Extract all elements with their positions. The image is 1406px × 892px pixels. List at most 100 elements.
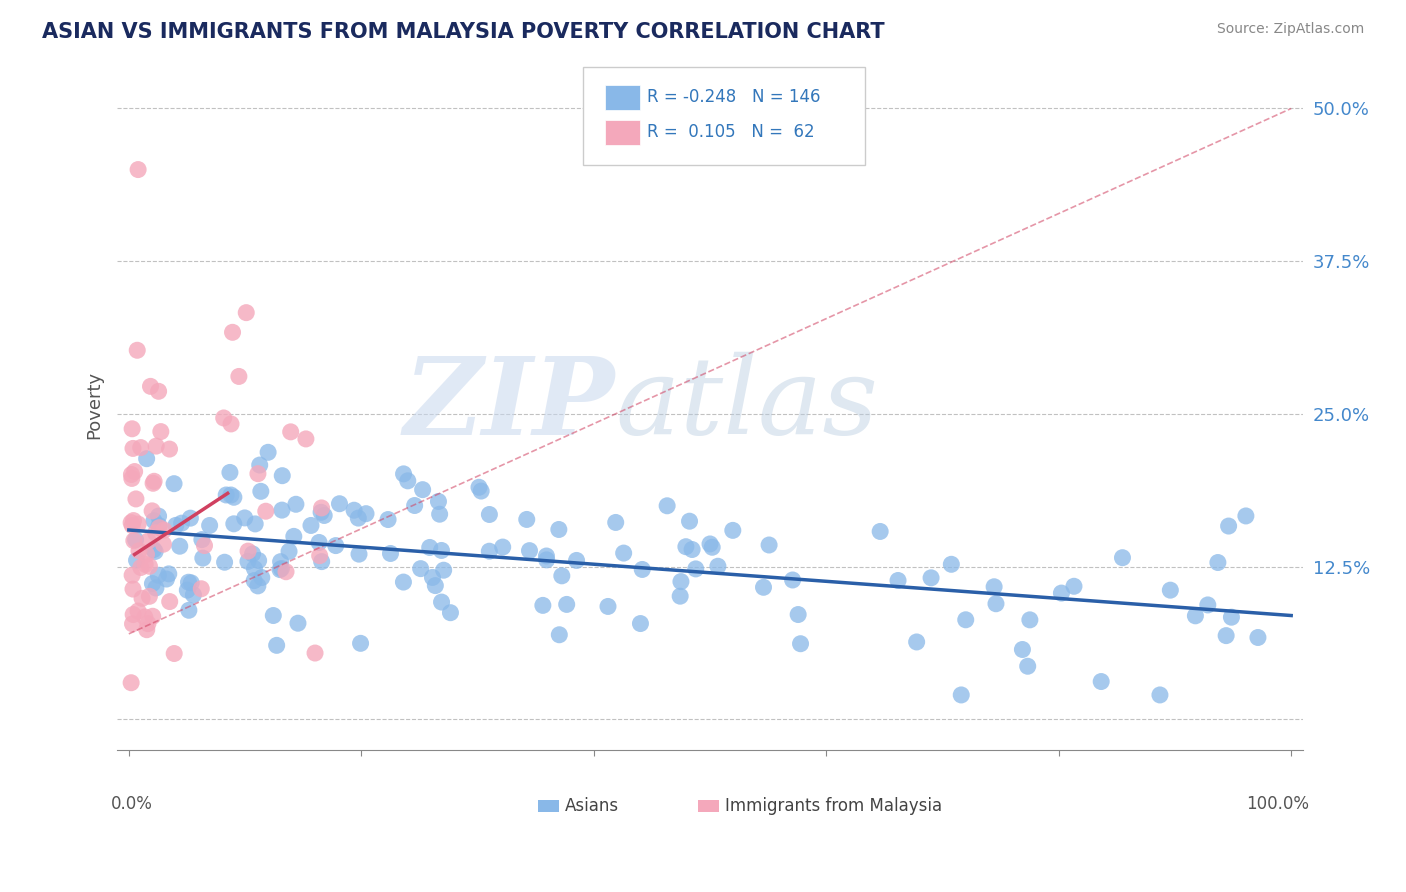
Point [699, 537, 721, 551]
Point [125, 553, 148, 567]
Point [120, 516, 142, 530]
Point [142, 609, 165, 624]
Point [311, 500, 333, 515]
Point [163, 476, 186, 491]
Point [681, 542, 703, 557]
Point [425, 578, 447, 592]
Point [120, 675, 142, 690]
Point [1197, 598, 1219, 612]
Point [128, 543, 150, 558]
Point [470, 484, 492, 499]
Point [392, 575, 415, 590]
Point [246, 467, 269, 481]
Point [257, 445, 280, 459]
Point [758, 538, 780, 552]
Point [429, 507, 451, 521]
Point [274, 565, 297, 579]
Point [547, 523, 569, 537]
Point [142, 542, 165, 557]
Point [135, 623, 157, 637]
Point [191, 533, 214, 547]
Point [121, 518, 143, 533]
Point [605, 516, 627, 530]
Point [675, 540, 697, 554]
Point [613, 546, 636, 560]
Point [392, 467, 415, 481]
Point [134, 610, 156, 624]
Point [250, 570, 273, 584]
Point [121, 568, 143, 582]
Point [139, 379, 162, 393]
Point [1050, 586, 1073, 600]
Point [142, 514, 165, 528]
Point [163, 647, 186, 661]
Point [669, 574, 692, 589]
Point [427, 494, 450, 508]
Point [219, 488, 242, 502]
Text: 0.0%: 0.0% [111, 795, 153, 813]
Point [1149, 688, 1171, 702]
Point [516, 512, 538, 526]
Point [219, 466, 242, 480]
Point [309, 505, 332, 519]
Point [143, 475, 166, 489]
Point [536, 553, 558, 567]
Point [138, 590, 160, 604]
Point [983, 580, 1005, 594]
Point [396, 474, 419, 488]
Point [141, 576, 163, 591]
Point [121, 422, 143, 436]
Point [283, 529, 305, 543]
Point [1215, 629, 1237, 643]
Point [630, 616, 652, 631]
Point [347, 511, 370, 525]
Point [284, 497, 307, 511]
Point [198, 518, 221, 533]
FancyBboxPatch shape [699, 799, 720, 812]
Point [122, 442, 145, 456]
Point [221, 326, 243, 340]
Point [492, 540, 515, 554]
Point [536, 549, 558, 563]
Point [354, 507, 377, 521]
Point [215, 488, 238, 502]
Point [214, 555, 236, 569]
Point [325, 539, 347, 553]
Point [121, 616, 143, 631]
Point [246, 579, 269, 593]
Point [789, 637, 811, 651]
Point [430, 595, 453, 609]
Point [752, 580, 775, 594]
Point [127, 517, 149, 532]
Point [120, 467, 142, 482]
Point [236, 554, 259, 568]
Point [157, 566, 180, 581]
Point [551, 569, 574, 583]
Point [308, 535, 330, 549]
Point [243, 574, 266, 588]
Point [1218, 519, 1240, 533]
Point [1206, 556, 1229, 570]
Point [222, 490, 245, 504]
Point [787, 607, 810, 622]
Point [984, 597, 1007, 611]
Point [311, 555, 333, 569]
Point [702, 541, 724, 555]
Point [631, 562, 654, 576]
Point [247, 553, 270, 567]
Point [869, 524, 891, 539]
Point [596, 599, 619, 614]
Point [121, 471, 143, 485]
Point [243, 562, 266, 576]
Text: R = -0.248   N = 146: R = -0.248 N = 146 [647, 88, 820, 106]
Point [262, 608, 284, 623]
Text: R =  0.105   N =  62: R = 0.105 N = 62 [647, 123, 814, 141]
Point [169, 539, 191, 553]
Point [439, 606, 461, 620]
Point [1159, 583, 1181, 598]
Point [565, 553, 588, 567]
Text: Immigrants from Malaysia: Immigrants from Malaysia [725, 797, 942, 815]
FancyBboxPatch shape [538, 799, 560, 812]
Point [422, 570, 444, 584]
Point [1063, 579, 1085, 593]
